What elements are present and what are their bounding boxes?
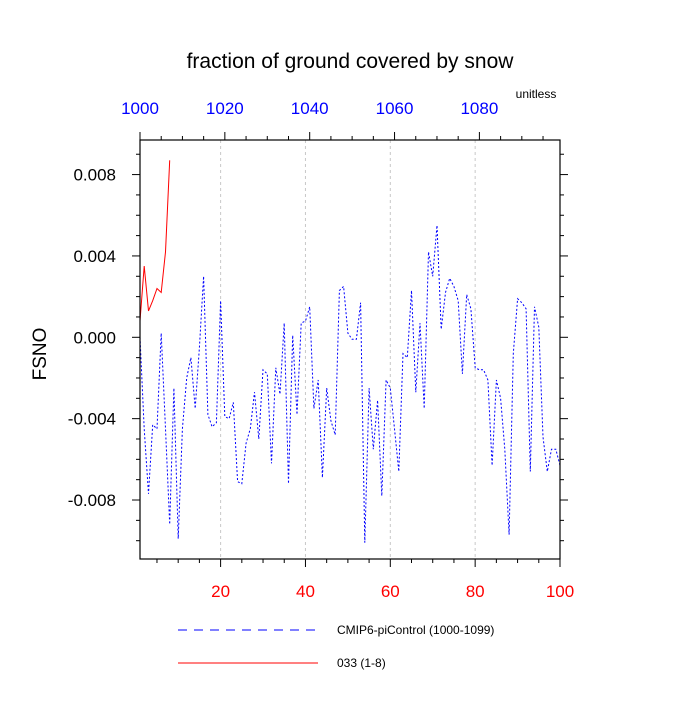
gridlines [220, 140, 476, 559]
legend-label-piControl: CMIP6-piControl (1000-1099) [337, 623, 494, 637]
plot-frame [139, 139, 561, 560]
x-bottom-tick-label: 40 [296, 582, 315, 601]
units-label: unitless [516, 87, 557, 101]
y-tick-label: 0.008 [73, 166, 116, 185]
x-bottom-tick-label: 20 [211, 582, 230, 601]
legend-label-033: 033 (1-8) [337, 656, 386, 670]
x-top-tick-label: 1020 [206, 99, 244, 118]
x-bottom-tick-label: 60 [381, 582, 400, 601]
series-layer [139, 160, 561, 543]
x-top-tick-label: 1060 [376, 99, 414, 118]
y-tick-label: -0.008 [68, 491, 116, 510]
y-tick-label: 0.004 [73, 247, 116, 266]
axes: 20 40 60 80 100 1000 1020 1040 1060 1080 -0.008 -0.… [68, 99, 574, 601]
y-tick-label: -0.004 [68, 410, 116, 429]
series-line-0 [139, 225, 561, 543]
x-bottom-tick-label: 100 [546, 582, 574, 601]
series-line-1 [139, 160, 171, 322]
x-top-tick-label: 1040 [291, 99, 329, 118]
chart-title: fraction of ground covered by snow [187, 50, 515, 73]
x-top-tick-label: 1000 [121, 99, 159, 118]
x-bottom-tick-label: 80 [466, 582, 485, 601]
y-tick-label: 0.000 [73, 328, 116, 347]
x-top-tick-label: 1080 [460, 99, 498, 118]
y-axis-label: FSNO [30, 328, 51, 381]
legend: CMIP6-piControl (1000-1099) 033 (1-8) [178, 623, 494, 670]
